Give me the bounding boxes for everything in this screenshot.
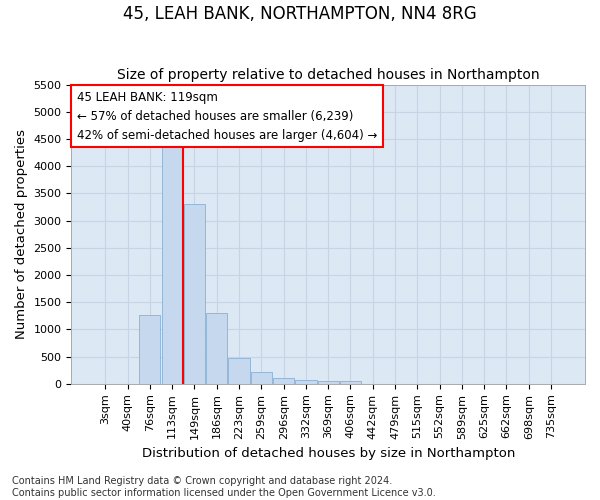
Text: 45 LEAH BANK: 119sqm
← 57% of detached houses are smaller (6,239)
42% of semi-de: 45 LEAH BANK: 119sqm ← 57% of detached h…: [77, 90, 377, 142]
Bar: [229, 358, 250, 384]
Bar: [161, 147, 183, 384]
Bar: [206, 313, 227, 384]
Bar: [139, 314, 160, 384]
Bar: [251, 372, 272, 384]
Bar: [295, 380, 317, 384]
X-axis label: Distribution of detached houses by size in Northampton: Distribution of detached houses by size …: [142, 447, 515, 460]
Bar: [317, 381, 339, 384]
Bar: [273, 378, 294, 384]
Bar: [340, 381, 361, 384]
Y-axis label: Number of detached properties: Number of detached properties: [15, 129, 28, 339]
Text: Contains HM Land Registry data © Crown copyright and database right 2024.
Contai: Contains HM Land Registry data © Crown c…: [12, 476, 436, 498]
Title: Size of property relative to detached houses in Northampton: Size of property relative to detached ho…: [117, 68, 539, 82]
Bar: [184, 204, 205, 384]
Text: 45, LEAH BANK, NORTHAMPTON, NN4 8RG: 45, LEAH BANK, NORTHAMPTON, NN4 8RG: [123, 5, 477, 23]
